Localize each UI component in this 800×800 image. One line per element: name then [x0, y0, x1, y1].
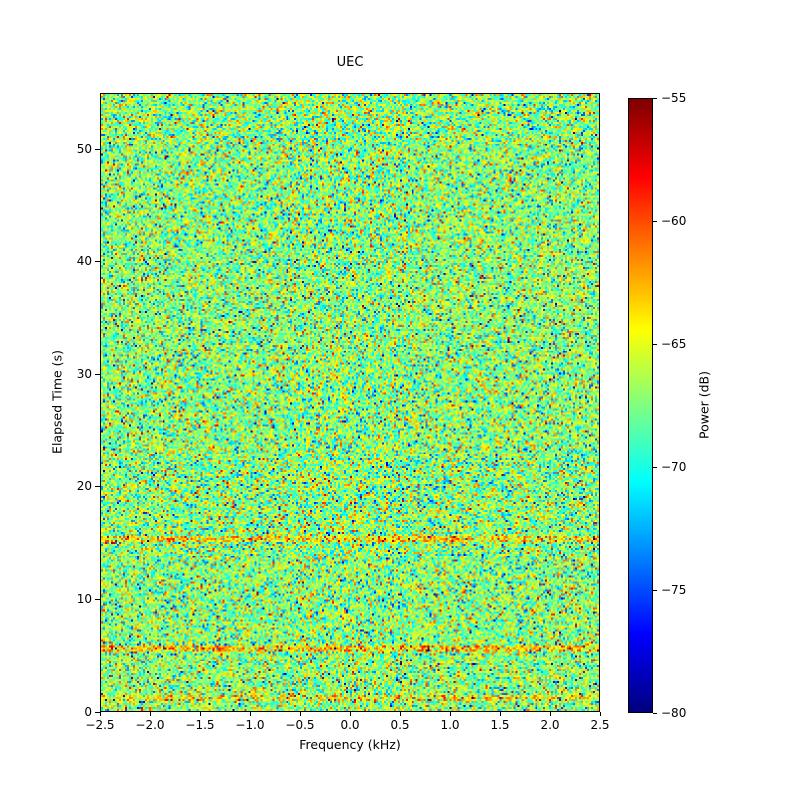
y-tick-mark [95, 261, 100, 263]
colorbar-tick-label: −80 [661, 705, 687, 720]
y-tick-mark [95, 711, 100, 713]
x-tick-label: 2.0 [540, 718, 560, 732]
y-axis-label: Elapsed Time (s) [49, 350, 65, 454]
colorbar-label: Power (dB) [696, 370, 712, 440]
colorbar-tick-label: −65 [661, 336, 687, 351]
x-tick-label: −2.5 [85, 718, 115, 732]
colorbar-tick-label: −55 [661, 90, 687, 105]
y-tick-label: 40 [76, 254, 92, 269]
x-tick-mark [199, 712, 201, 716]
colorbar-tick-mark [653, 343, 657, 345]
x-tick-label: 1.0 [440, 718, 460, 732]
colorbar-tick-label: −60 [661, 213, 687, 228]
x-tick-mark [449, 712, 451, 716]
colorbar-tick-mark [653, 589, 657, 591]
x-tick-mark [549, 712, 551, 716]
x-axis-label: Frequency (kHz) [299, 737, 401, 752]
colorbar-tick-mark [653, 97, 657, 99]
chart-title: UEC [336, 55, 364, 70]
y-tick-label: 0 [84, 704, 92, 719]
colorbar-tick-mark [653, 466, 657, 468]
y-tick-label: 20 [76, 479, 92, 494]
spectrogram-heatmap [101, 94, 599, 711]
y-tick-mark [95, 486, 100, 488]
colorbar-tick-label: −70 [661, 459, 687, 474]
x-tick-mark [149, 712, 151, 716]
y-tick-label: 30 [76, 366, 92, 381]
x-tick-mark [99, 712, 101, 716]
colorbar-tick-mark [653, 712, 657, 714]
x-tick-mark [249, 712, 251, 716]
x-tick-label: −1.0 [235, 718, 265, 732]
x-tick-mark [399, 712, 401, 716]
y-tick-mark [95, 373, 100, 375]
colorbar-tick-label: −75 [661, 582, 687, 597]
x-tick-label: 1.5 [490, 718, 510, 732]
colorbar-tick-mark [653, 220, 657, 222]
y-tick-label: 50 [76, 141, 92, 156]
colorbar-gradient [629, 99, 652, 712]
x-tick-label: −0.5 [285, 718, 315, 732]
x-tick-label: 0.5 [390, 718, 410, 732]
y-tick-mark [95, 598, 100, 600]
spectrogram-plot-area [100, 93, 600, 712]
x-tick-label: 0.0 [340, 718, 360, 732]
y-tick-label: 10 [76, 591, 92, 606]
x-tick-mark [499, 712, 501, 716]
x-tick-mark [349, 712, 351, 716]
x-tick-mark [299, 712, 301, 716]
x-tick-label: 2.5 [590, 718, 610, 732]
x-tick-mark [599, 712, 601, 716]
y-tick-mark [95, 148, 100, 150]
x-tick-label: −1.5 [185, 718, 215, 732]
colorbar [628, 98, 653, 713]
x-tick-label: −2.0 [135, 718, 165, 732]
